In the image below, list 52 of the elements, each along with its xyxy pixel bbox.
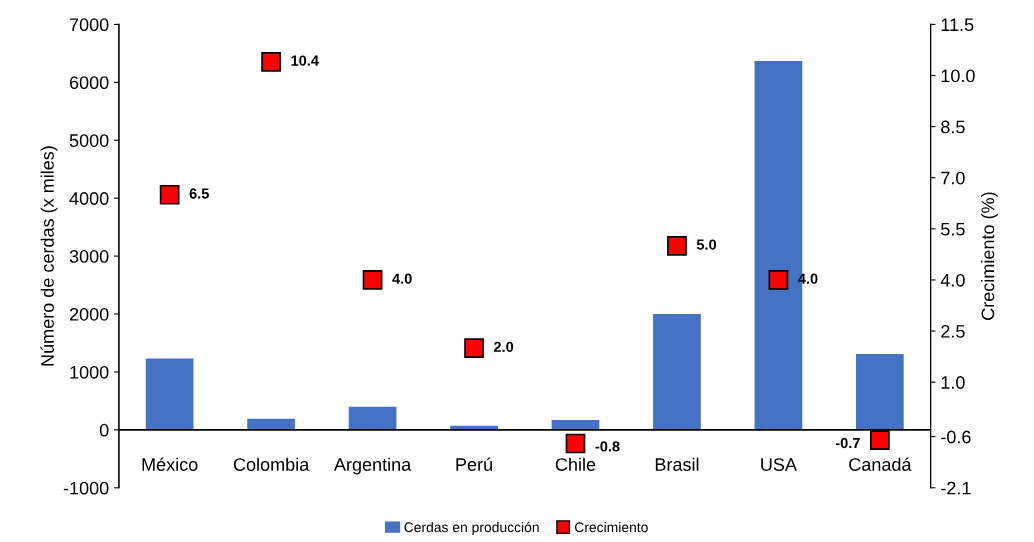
y2-tick-label: 1.0 [941, 376, 965, 389]
y2-tick-label: 10.0 [941, 69, 975, 83]
data-label: -0.7 [835, 437, 860, 449]
bar [653, 314, 701, 430]
y-axis-title: Número de cerdas (x miles) [40, 146, 58, 366]
y-tick-label: 1000 [70, 365, 109, 379]
y2-tick-label: 5.5 [941, 222, 965, 236]
point [565, 433, 586, 454]
y-tick-label: 6000 [69, 76, 109, 90]
y2-tick-label: -0.6 [941, 430, 971, 444]
y2-axis-title: Crecimiento (%) [981, 192, 998, 320]
x-tick-label: Brasil [655, 457, 699, 471]
y-tick-label: 7000 [69, 18, 109, 32]
y-tick-label: 2000 [69, 307, 109, 321]
data-label: 10.4 [291, 55, 319, 66]
point [464, 338, 484, 358]
y-tick-label: 0 [99, 423, 109, 437]
y2-tick-label: 11.5 [941, 18, 974, 32]
bar [247, 418, 295, 430]
data-label: -0.8 [595, 441, 620, 452]
bar [145, 358, 194, 430]
y-tick-label: 4000 [69, 192, 109, 205]
y2-tick-label: 8.5 [941, 120, 965, 134]
bar [856, 353, 904, 430]
point [768, 270, 789, 290]
point [261, 52, 281, 72]
y2-tick-label: -2.1 [941, 481, 971, 495]
legend-label: Cerdas en producción [404, 521, 539, 535]
x-tick-label: Colombia [233, 457, 310, 471]
x-tick-label: Chile [555, 457, 596, 471]
point [362, 270, 383, 290]
bar [551, 420, 600, 430]
legend-label: Crecimiento [574, 521, 648, 533]
x-tick-label: Argentina [333, 457, 412, 475]
point [667, 236, 687, 256]
x-tick-label: USA [761, 458, 797, 471]
data-label: 6.5 [189, 188, 209, 199]
data-label: 4.0 [392, 273, 412, 284]
data-label: 2.0 [493, 341, 514, 353]
y-tick-label: 3000 [69, 250, 109, 263]
y2-tick-label: 4.0 [940, 273, 965, 287]
bar [348, 406, 397, 430]
x-tick-label: Perú [456, 457, 492, 471]
data-label: 5.0 [696, 239, 717, 250]
y2-tick-label: 7.0 [941, 171, 965, 185]
point [870, 430, 890, 450]
point [159, 184, 180, 205]
y2-tick-label: 2.5 [941, 324, 965, 338]
y-tick-label: -1000 [63, 481, 109, 495]
x-tick-label: México [142, 457, 198, 471]
x-tick-label: Canadá [849, 457, 912, 471]
y-tick-label: 5000 [69, 134, 109, 147]
